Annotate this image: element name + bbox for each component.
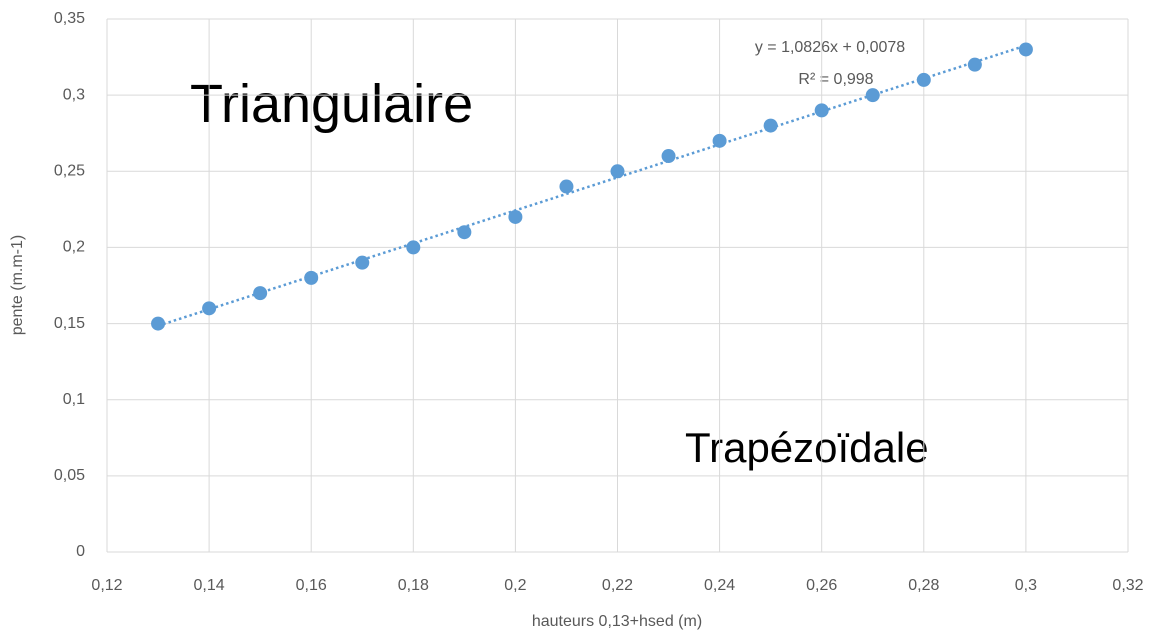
data-point [814,103,829,118]
y-tick-label: 0,35 [54,10,85,27]
data-point [355,255,370,270]
trendline-equation: y = 1,0826x + 0,0078 [755,39,905,56]
x-tick-label: 0,2 [504,577,526,594]
x-tick-label: 0,3 [1015,577,1037,594]
y-tick-label: 0,1 [63,391,85,408]
data-point [712,133,727,148]
x-tick-label: 0,24 [704,577,735,594]
data-point [559,179,574,194]
data-point [508,209,523,224]
y-tick-label: 0,05 [54,467,85,484]
data-point [610,164,625,179]
data-point [457,225,472,240]
data-point [967,57,982,72]
data-point [916,72,931,87]
trendline-r2: R² = 0,998 [798,71,873,88]
x-tick-label: 0,14 [194,577,225,594]
x-tick-label: 0,12 [91,577,122,594]
annotation: Triangulaire [190,74,473,134]
annotation: Trapézoïdale [685,424,929,471]
y-tick-label: 0,3 [63,86,85,103]
y-tick-label: 0,25 [54,163,85,180]
data-point [304,270,319,285]
y-tick-label: 0,2 [63,239,85,256]
x-tick-label: 0,18 [398,577,429,594]
x-axis-title: hauteurs 0,13+hsed (m) [532,613,702,630]
x-tick-label: 0,22 [602,577,633,594]
data-point [202,301,217,316]
x-tick-label: 0,26 [806,577,837,594]
data-point [1018,42,1033,57]
data-point [763,118,778,133]
data-point [151,316,166,331]
y-tick-label: 0 [76,543,85,560]
data-point [253,286,268,301]
trendline [157,44,1027,327]
data-point [865,88,880,103]
x-tick-label: 0,32 [1112,577,1143,594]
y-axis-title: pente (m.m-1) [9,235,26,335]
x-tick-label: 0,16 [296,577,327,594]
x-tick-label: 0,28 [908,577,939,594]
y-tick-label: 0,15 [54,315,85,332]
data-point [661,149,676,164]
data-point [406,240,421,255]
